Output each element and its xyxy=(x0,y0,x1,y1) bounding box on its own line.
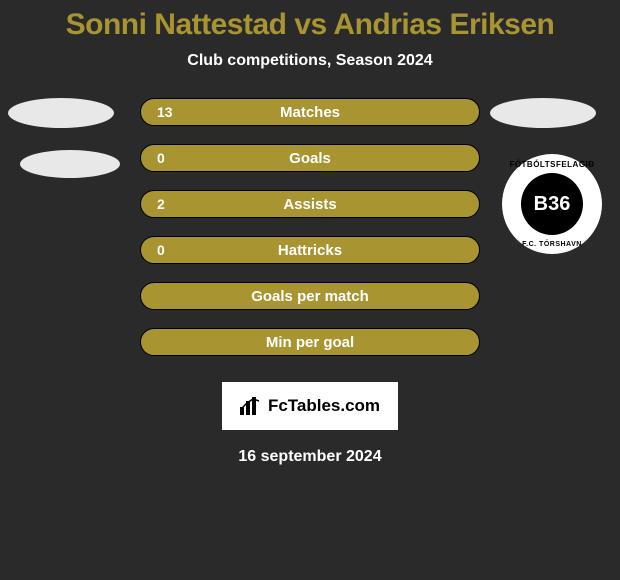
stat-label: Hattricks xyxy=(141,242,479,259)
club-badge: FÓTBÓLTSFELAGIÐ B36 F.C. TÓRSHAVN xyxy=(502,154,602,254)
stat-row-goals: 0 Goals xyxy=(140,144,480,172)
stat-row-goals-per-match: Goals per match xyxy=(140,282,480,310)
page-root: Sonni Nattestad vs Andrias Eriksen Club … xyxy=(0,0,620,580)
stat-label: Goals per match xyxy=(141,288,479,305)
bars-icon xyxy=(240,397,262,415)
stat-row-hattricks: 0 Hattricks xyxy=(140,236,480,264)
stat-row-matches: 13 Matches xyxy=(140,98,480,126)
content-area: FÓTBÓLTSFELAGIÐ B36 F.C. TÓRSHAVN 13 Mat… xyxy=(0,98,620,466)
stat-row-min-per-goal: Min per goal xyxy=(140,328,480,356)
club-badge-inner: B36 xyxy=(521,173,583,235)
club-badge-bottom-text: F.C. TÓRSHAVN xyxy=(522,241,582,248)
stat-label: Goals xyxy=(141,150,479,167)
stat-left-value: 0 xyxy=(157,150,165,166)
stat-label: Matches xyxy=(141,104,479,121)
footer-date: 16 september 2024 xyxy=(238,448,381,466)
club-badge-outer: FÓTBÓLTSFELAGIÐ B36 F.C. TÓRSHAVN xyxy=(502,154,602,254)
player-right-avatar-placeholder xyxy=(490,98,596,128)
player-left-avatar-placeholder-1 xyxy=(8,98,114,128)
page-title: Sonni Nattestad vs Andrias Eriksen xyxy=(66,8,555,42)
stat-left-value: 13 xyxy=(157,104,173,120)
stat-label: Assists xyxy=(141,196,479,213)
brand-text: FcTables.com xyxy=(268,396,380,416)
stat-label: Min per goal xyxy=(141,334,479,351)
stat-left-value: 2 xyxy=(157,196,165,212)
player-left-avatar-placeholder-2 xyxy=(20,150,120,178)
stat-left-value: 0 xyxy=(157,242,165,258)
club-badge-top-text: FÓTBÓLTSFELAGIÐ xyxy=(509,160,594,169)
brand-logo: FcTables.com xyxy=(240,396,380,416)
page-subtitle: Club competitions, Season 2024 xyxy=(187,52,432,70)
brand-badge: FcTables.com xyxy=(222,382,398,430)
club-badge-center: B36 xyxy=(534,194,571,214)
stat-row-assists: 2 Assists xyxy=(140,190,480,218)
